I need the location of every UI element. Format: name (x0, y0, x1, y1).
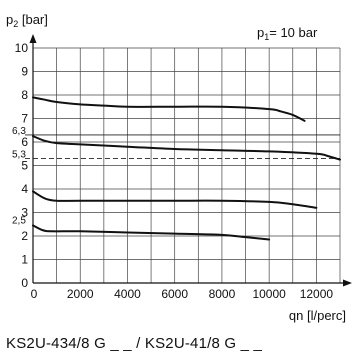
axes (29, 34, 352, 287)
y-tick-label: 10 (15, 41, 29, 55)
x-tick-label: 2000 (67, 287, 94, 301)
y-tick-label: 3 (21, 206, 28, 220)
grid (33, 47, 341, 283)
x-tick-label: 10000 (252, 287, 286, 301)
y-tick-label: 2,5 (12, 215, 26, 226)
y-tick-label: 5 (21, 159, 28, 173)
series-line (32, 190, 318, 209)
x-tick-label: 0 (31, 287, 38, 301)
x-tick-label: 12000 (300, 287, 334, 301)
x-tick-label: 6000 (161, 287, 188, 301)
y-tick-label: 2 (21, 229, 28, 243)
x-tick-label: 4000 (114, 287, 141, 301)
y-axis-arrow (29, 34, 37, 43)
y-tick-label: 9 (21, 65, 28, 79)
y-tick-label: 1 (21, 253, 28, 267)
y-tick-label: 6 (21, 135, 28, 149)
x-tick-labels: 0 2000 4000 6000 8000 10000 12000 (31, 287, 334, 301)
x-axis-title: qn [l/perc] (289, 308, 346, 323)
x-axis-arrow (343, 279, 352, 287)
reference-lines (25, 134, 340, 159)
series-line (32, 224, 271, 241)
x-tick-label: 8000 (209, 287, 236, 301)
y-tick-label: 6,3 (12, 126, 26, 137)
y-tick-label: 4 (21, 182, 28, 196)
y-axis-title: p2 [bar] (6, 12, 48, 29)
series-lines (32, 96, 341, 241)
p1-annotation: p1= 10 bar (257, 25, 318, 42)
y-tick-label: 0 (21, 276, 28, 290)
series-line (32, 135, 341, 161)
y-tick-label: 8 (21, 88, 28, 102)
y-tick-label: 5,3 (12, 149, 26, 160)
model-caption: KS2U-434/8 G _ _ / KS2U-41/8 G _ _ (6, 335, 263, 352)
y-tick-labels: 0 1 2 2,53 4 55,366,37 8 9 10 (12, 41, 28, 290)
series-line (32, 96, 306, 122)
y-tick-label: 7 (21, 112, 28, 126)
